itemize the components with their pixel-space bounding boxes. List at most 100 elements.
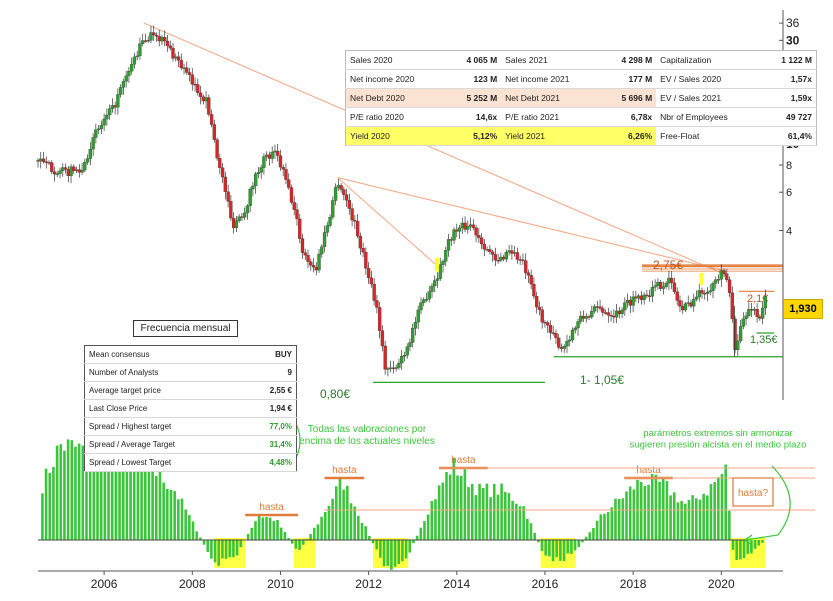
candle-body xyxy=(39,158,43,162)
consensus-key: Spread / Average Target xyxy=(84,435,244,454)
candle-body xyxy=(716,279,721,281)
consensus-key: Last Close Price xyxy=(84,399,244,418)
indicator-bar xyxy=(338,477,342,540)
candle-body xyxy=(265,154,269,157)
candle-body xyxy=(609,314,613,317)
candle-body xyxy=(595,306,599,308)
indicator-level-label: hasta xyxy=(259,502,284,513)
consensus-value: BUY xyxy=(243,345,297,364)
candle-body xyxy=(620,309,624,314)
indicator-bar xyxy=(434,499,437,540)
consensus-row: Number of Analysts 9 xyxy=(84,363,297,382)
indicator-bar xyxy=(695,498,698,540)
indicator-bar xyxy=(474,495,478,540)
indicator-bar xyxy=(312,527,316,540)
indicator-bar xyxy=(254,521,257,540)
indicator-bar xyxy=(125,458,129,540)
candle-body xyxy=(559,347,564,349)
indicator-bar xyxy=(669,495,672,540)
candle-body xyxy=(485,249,489,251)
trendline xyxy=(337,177,726,272)
candle-body xyxy=(540,309,544,323)
indicator-bar xyxy=(250,527,254,540)
candle-body xyxy=(482,243,486,250)
candle-body xyxy=(446,239,451,251)
candle-body xyxy=(656,282,660,286)
trendline xyxy=(337,177,440,268)
candle-body xyxy=(416,309,420,323)
indicator-bar xyxy=(503,492,507,540)
indicator-bar xyxy=(298,540,301,550)
candle-body xyxy=(138,43,142,57)
highlight-mark xyxy=(434,257,439,272)
hasta-question-box xyxy=(732,477,774,507)
indicator-bar xyxy=(401,540,404,562)
indicator-bar xyxy=(287,538,290,540)
candle-body xyxy=(267,154,272,159)
indicator-bar xyxy=(746,540,750,554)
indicator-bar xyxy=(140,461,143,540)
indicator-bar xyxy=(647,484,650,540)
candle-body xyxy=(215,139,219,159)
indicator-bar xyxy=(290,540,294,544)
candle-body xyxy=(165,40,170,46)
candle-body xyxy=(50,162,54,172)
fundamentals-key: Yield 2020 xyxy=(345,126,448,146)
indicator-bar xyxy=(566,540,570,554)
indicator-bar xyxy=(272,521,276,540)
indicator-bar xyxy=(617,498,621,540)
candle-body xyxy=(66,169,70,176)
candle-body xyxy=(331,200,335,218)
candle-body xyxy=(479,237,484,245)
candle-body xyxy=(694,296,699,300)
candle-body xyxy=(226,191,230,202)
frequency-label: Frecuencia mensual xyxy=(133,320,238,337)
indicator-bar xyxy=(463,469,467,540)
candle-body xyxy=(521,259,525,261)
indicator-bar xyxy=(327,505,331,540)
indicator-bars xyxy=(38,439,764,570)
candle-body xyxy=(471,224,475,228)
candle-body xyxy=(289,187,294,203)
candle-body xyxy=(697,290,701,298)
candle-body xyxy=(760,307,765,319)
candle-body xyxy=(714,279,718,284)
candle-body xyxy=(52,171,57,175)
candle-body xyxy=(149,32,153,41)
candle-body xyxy=(284,169,288,180)
indicator-bar xyxy=(55,445,59,540)
candle-body xyxy=(270,151,274,159)
indicator-bar xyxy=(228,540,232,558)
indicator-bar xyxy=(661,478,665,540)
candle-body xyxy=(408,342,412,347)
fundamentals-value: 1 122 M xyxy=(761,50,817,70)
indicator-bar xyxy=(129,449,132,540)
x-tick-label: 2008 xyxy=(179,577,206,591)
indicator-bar xyxy=(577,540,581,548)
candle-body xyxy=(562,346,566,349)
candle-body xyxy=(361,248,365,253)
fundamentals-value: 6,78x xyxy=(602,107,657,127)
candle-body xyxy=(262,156,266,168)
candle-body xyxy=(61,167,65,171)
x-tick-label: 2006 xyxy=(91,577,118,591)
indicator-bar xyxy=(353,506,356,540)
indicator-bar xyxy=(364,526,367,540)
consensus-value: 2,55 € xyxy=(243,381,297,400)
indicator-bar xyxy=(698,499,702,540)
axes: 3630242016121086420062008201020122014201… xyxy=(38,10,800,591)
indicator-bar xyxy=(540,540,544,551)
candle-body xyxy=(231,217,236,229)
indicator-bar xyxy=(349,503,353,540)
indicator-bar xyxy=(41,493,44,540)
candle-body xyxy=(664,282,668,287)
indicator-bar xyxy=(588,532,592,540)
candle-body xyxy=(435,278,440,281)
indicator-bar xyxy=(526,518,529,540)
candle-body xyxy=(725,273,729,280)
fundamentals-key: Net Debt 2020 xyxy=(345,88,448,108)
consensus-table: Mean consensus BUY Number of Analysts 9 Aver… xyxy=(84,345,297,472)
candle-body xyxy=(659,282,663,289)
indicator-bar xyxy=(136,458,140,540)
indicator-bar xyxy=(426,514,430,540)
